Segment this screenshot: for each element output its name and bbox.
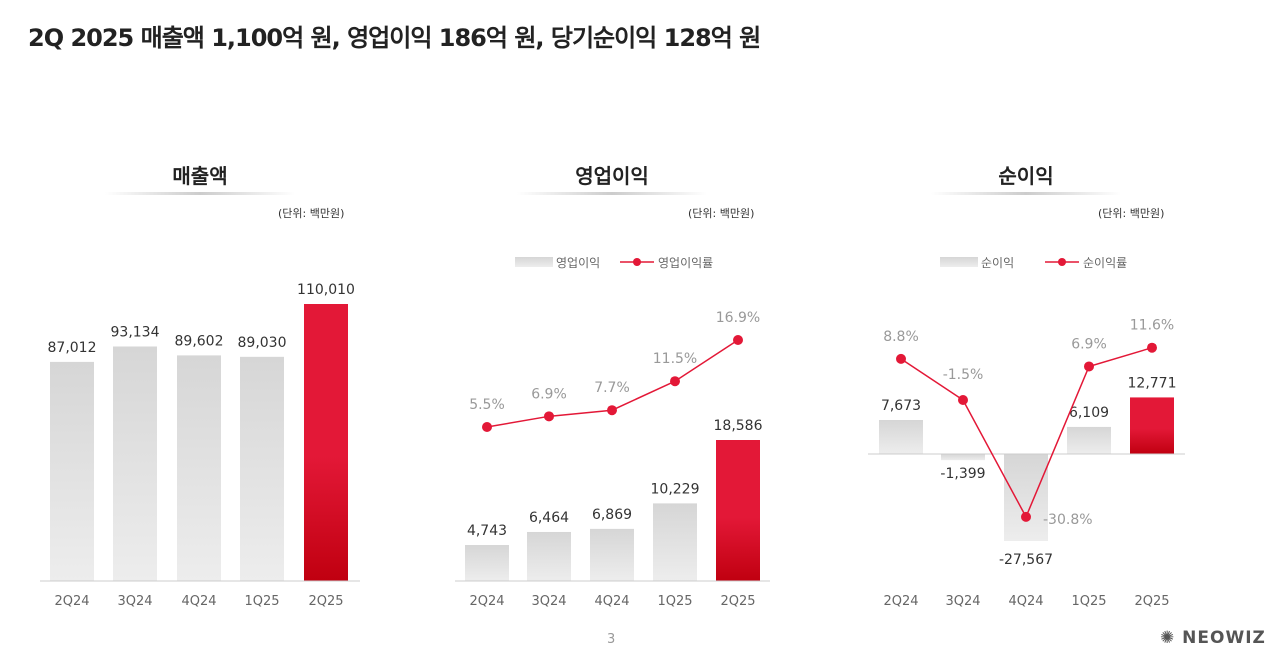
- x-tick-label: 1Q25: [244, 594, 279, 609]
- line-point: [958, 394, 968, 405]
- x-tick-label: 2Q24: [883, 594, 918, 609]
- x-tick-label: 3Q24: [945, 594, 980, 609]
- line-value-label: 6.9%: [531, 386, 567, 402]
- line-point: [733, 335, 743, 346]
- x-tick-label: 4Q24: [1008, 594, 1043, 609]
- logo-text: NEOWIZ: [1182, 628, 1266, 648]
- bar: [527, 531, 571, 581]
- bar: [1067, 426, 1111, 454]
- legend-line-marker: [633, 258, 641, 266]
- x-tick-label: 4Q24: [594, 594, 629, 609]
- bar-value-label: 6,869: [592, 507, 632, 523]
- unit-label: (단위: 백만원): [278, 207, 345, 220]
- x-tick-label: 2Q25: [308, 594, 343, 609]
- bar: [304, 304, 348, 581]
- legend-label: 순이익률: [1083, 256, 1127, 270]
- bar-value-label: 89,602: [175, 333, 224, 349]
- line-value-label: 11.5%: [653, 351, 697, 367]
- bar-value-label: 6,109: [1069, 405, 1109, 421]
- x-tick-label: 2Q25: [1134, 594, 1169, 609]
- chart-title-revenue: 매출액: [172, 164, 228, 188]
- line-point: [544, 411, 554, 422]
- legend-bar-swatch: [515, 257, 553, 267]
- bar: [113, 346, 157, 581]
- bar-value-label: 12,771: [1128, 375, 1177, 391]
- line-point: [607, 405, 617, 416]
- line-value-label: 16.9%: [716, 310, 760, 326]
- x-tick-label: 3Q24: [531, 594, 566, 609]
- line-point: [896, 353, 906, 364]
- line-point: [1147, 342, 1157, 353]
- legend-label: 영업이익: [556, 256, 600, 270]
- bar: [240, 356, 284, 581]
- unit-label: (단위: 백만원): [688, 207, 755, 220]
- x-tick-label: 1Q25: [1071, 594, 1106, 609]
- bar-value-label: 93,134: [111, 324, 160, 340]
- bar: [590, 528, 634, 581]
- chart-title-operating-profit: 영업이익: [575, 164, 649, 188]
- bar: [941, 454, 985, 461]
- line-value-label: -1.5%: [943, 367, 984, 383]
- bar: [1004, 454, 1048, 542]
- bar-value-label: 7,673: [881, 398, 921, 414]
- line-value-label: 5.5%: [469, 397, 505, 413]
- x-tick-label: 1Q25: [657, 594, 692, 609]
- bar: [879, 420, 923, 454]
- bar: [716, 440, 760, 581]
- bar-value-label: 4,743: [467, 523, 507, 539]
- legend-line-marker: [1058, 258, 1066, 266]
- bar: [1130, 397, 1174, 454]
- x-tick-label: 3Q24: [117, 594, 152, 609]
- bar-value-label: 89,030: [238, 335, 287, 351]
- bar: [177, 355, 221, 581]
- bar-value-label: 10,229: [651, 481, 700, 497]
- bar-value-label: -1,399: [940, 466, 985, 482]
- page-number: 3: [607, 632, 616, 647]
- line-value-label: -30.8%: [1043, 512, 1093, 528]
- legend-label: 순이익: [981, 256, 1014, 270]
- title-underline: [517, 192, 707, 195]
- title-underline: [105, 192, 295, 195]
- legend-bar-swatch: [940, 257, 978, 267]
- bar: [50, 361, 94, 581]
- x-tick-label: 2Q24: [469, 594, 504, 609]
- bar-value-label: 87,012: [48, 340, 97, 356]
- line-point: [670, 376, 680, 387]
- unit-label: (단위: 백만원): [1098, 207, 1165, 220]
- x-tick-label: 2Q25: [720, 594, 755, 609]
- neowiz-logo: ✺ NEOWIZ: [1160, 628, 1266, 648]
- line-value-label: 7.7%: [594, 380, 630, 396]
- title-underline: [931, 192, 1121, 195]
- line-value-label: 8.8%: [883, 329, 919, 345]
- line-point: [1084, 361, 1094, 372]
- line-value-label: 6.9%: [1071, 336, 1107, 352]
- bar-value-label: 18,586: [714, 418, 763, 434]
- bar: [465, 545, 509, 581]
- bar: [653, 503, 697, 581]
- chart-title-net-income: 순이익: [998, 164, 1054, 188]
- x-tick-label: 4Q24: [181, 594, 216, 609]
- line-point: [482, 422, 492, 432]
- line-point: [1021, 511, 1031, 522]
- legend-label: 영업이익률: [658, 256, 713, 270]
- page-title: 2Q 2025 매출액 1,100억 원, 영업이익 186억 원, 당기순이익…: [28, 24, 761, 52]
- x-tick-label: 2Q24: [54, 594, 89, 609]
- line-value-label: 11.6%: [1130, 318, 1174, 334]
- bar-value-label: 110,010: [297, 282, 355, 298]
- bar-value-label: -27,567: [999, 552, 1053, 568]
- bar-value-label: 6,464: [529, 510, 569, 526]
